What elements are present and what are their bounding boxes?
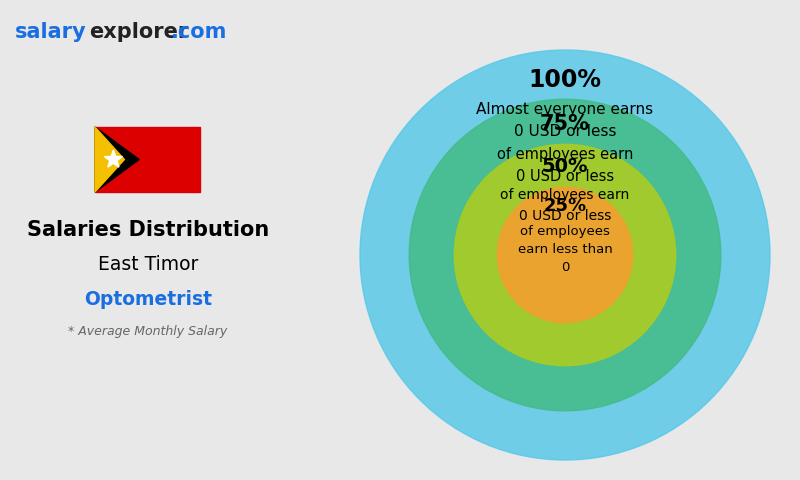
- Bar: [95, 127, 200, 192]
- Circle shape: [498, 187, 633, 323]
- Text: explorer: explorer: [89, 22, 188, 42]
- Circle shape: [454, 144, 676, 366]
- Text: of employees earn
0 USD or less: of employees earn 0 USD or less: [500, 188, 630, 223]
- Text: 100%: 100%: [529, 68, 602, 92]
- Text: 25%: 25%: [543, 197, 586, 216]
- Text: of employees earn
0 USD or less: of employees earn 0 USD or less: [497, 147, 633, 184]
- Polygon shape: [95, 127, 125, 192]
- Text: salary: salary: [15, 22, 86, 42]
- Text: Optometrist: Optometrist: [84, 290, 212, 309]
- Text: 50%: 50%: [542, 157, 588, 176]
- Text: 75%: 75%: [540, 114, 590, 134]
- Text: of employees
earn less than
0: of employees earn less than 0: [518, 225, 612, 275]
- Polygon shape: [95, 127, 139, 192]
- Text: * Average Monthly Salary: * Average Monthly Salary: [68, 325, 228, 338]
- Text: .com: .com: [171, 22, 227, 42]
- Text: Salaries Distribution: Salaries Distribution: [27, 220, 269, 240]
- Polygon shape: [104, 150, 122, 167]
- Circle shape: [360, 50, 770, 460]
- Text: Almost everyone earns
0 USD or less: Almost everyone earns 0 USD or less: [477, 102, 654, 139]
- Circle shape: [410, 99, 721, 411]
- Text: East Timor: East Timor: [98, 255, 198, 274]
